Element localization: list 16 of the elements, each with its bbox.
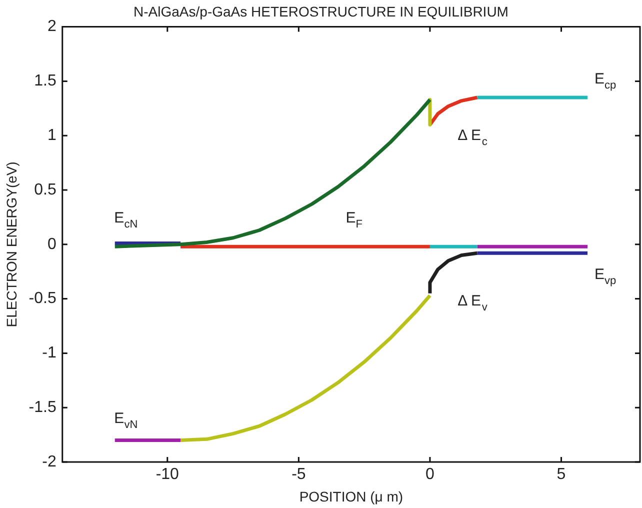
y-tick-label: 0.5: [34, 181, 56, 198]
y-axis-title: ELECTRON ENERGY(eV): [3, 162, 20, 328]
y-tick-label: 1.5: [34, 72, 56, 90]
x-axis-title: POSITION (μ m): [299, 488, 404, 504]
y-tick-label: -2: [42, 453, 56, 470]
x-tick-label: -5: [292, 466, 306, 484]
y-tick-label: 0: [47, 236, 56, 253]
x-tick-label: -10: [156, 466, 180, 484]
y-tick-label: -1: [42, 344, 56, 362]
x-tick-label: 0: [426, 466, 434, 484]
y-tick-label: 1: [47, 127, 56, 144]
chart-title: N-AlGaAs/p-GaAs HETEROSTRUCTURE IN EQUILIBRIUM: [134, 3, 508, 20]
y-tick-label: -1.5: [28, 399, 56, 416]
y-tick-label: -0.5: [28, 290, 56, 308]
x-tick-label: 5: [556, 466, 566, 484]
y-tick-label: 2: [47, 18, 56, 36]
